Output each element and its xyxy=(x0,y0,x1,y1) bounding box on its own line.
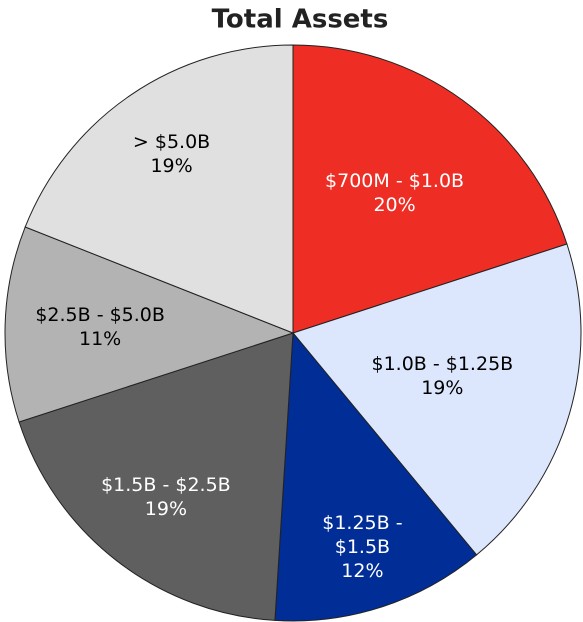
slice-value: 19% xyxy=(421,377,464,400)
slice-value: 11% xyxy=(79,327,122,350)
chart-title: Total Assets xyxy=(212,5,389,35)
slice-value: 20% xyxy=(373,194,416,217)
slice-label-box: $700M - $1.0B 20% xyxy=(295,138,495,248)
slice-value: 19% xyxy=(150,155,193,178)
pie-slice xyxy=(292,243,582,556)
slice-value: 19% xyxy=(144,497,188,520)
slice-category: $1.0B - $1.25B xyxy=(371,353,514,376)
slice-value: 12% xyxy=(341,559,384,582)
pie-slice xyxy=(4,226,295,423)
pie-slice xyxy=(274,331,478,622)
slice-category: > $5.0B xyxy=(132,131,211,154)
slice-category: $1.5B - $2.5B xyxy=(101,473,231,496)
slice-label-box: $1.0B - $1.25B 19% xyxy=(342,321,542,431)
slice-label-box: $2.5B - $5.0B 11% xyxy=(0,272,200,382)
slice-label-box: $1.25B - $1.5B 12% xyxy=(302,492,422,602)
slice-label-box: $1.5B - $2.5B 19% xyxy=(66,442,266,552)
pie-slice xyxy=(18,332,294,621)
pie-slice xyxy=(292,44,568,334)
slice-category: $700M - $1.0B xyxy=(325,170,465,193)
slice-category: $1.25B - $1.5B xyxy=(322,511,403,558)
slice-category: $2.5B - $5.0B xyxy=(35,303,165,326)
slice-label-box: > $5.0B 19% xyxy=(72,99,272,209)
pie-slice xyxy=(24,44,294,334)
